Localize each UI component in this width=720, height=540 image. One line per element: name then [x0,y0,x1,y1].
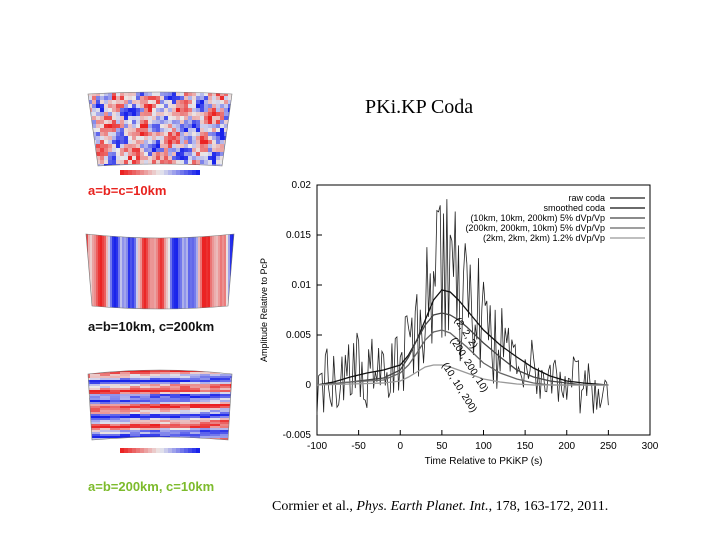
x-tick-label: -100 [307,441,327,452]
colorbar [120,448,200,453]
x-axis-label: Time Relative to PKiKP (s) [425,456,543,467]
model-panel-isotropic [80,88,240,184]
y-tick-label: 0.02 [292,180,312,191]
model-panel-vertical [80,228,240,318]
panel-label-vertical: a=b=10km, c=200km [88,319,215,334]
y-tick-label: 0 [305,380,311,391]
citation: Cormier et al., Phys. Earth Planet. Int.… [272,499,608,515]
legend-entry-label: (200km, 200km, 10km) 5% dVp/Vp [465,223,605,233]
legend-entry-label: smoothed coda [543,203,605,213]
x-tick-label: 50 [436,441,448,452]
citation-journal: Phys. Earth Planet. Int. [356,499,489,514]
x-tick-label: 0 [397,441,403,452]
series-line [316,289,609,386]
slide-title: PKi.KP Coda [365,96,474,118]
legend-entry-label: raw coda [568,193,605,203]
panel-label-horizontal: a=b=200km, c=10km [88,479,215,494]
series-line [316,329,609,386]
y-tick-label: -0.005 [283,430,312,441]
horizontal-band-heterogeneity [88,370,232,440]
model-panel-horizontal [80,368,240,470]
panel-label-isotropic: a=b=c=10km [88,183,167,198]
series-line [316,312,609,386]
y-axis-label: Amplitude Relative to PcP [259,258,269,362]
y-tick-label: 0.01 [292,280,312,291]
x-tick-label: 150 [517,441,534,452]
vertical-stripe-heterogeneity [86,234,234,309]
isotropic-heterogeneity [88,92,232,166]
colorbar [120,170,200,175]
x-tick-label: 100 [475,441,492,452]
y-tick-label: 0.015 [286,230,311,241]
x-tick-label: -50 [351,441,366,452]
legend-entry-label: (10km, 10km, 200km) 5% dVp/Vp [470,213,605,223]
x-tick-label: 250 [600,441,617,452]
citation-authors: Cormier et al., [272,499,357,514]
x-tick-label: 200 [558,441,575,452]
citation-rest: , 178, 163-172, 2011. [488,499,609,514]
x-tick-label: 300 [642,441,659,452]
y-tick-label: 0.005 [286,330,311,341]
legend-entry-label: (2km, 2km, 2km) 1.2% dVp/Vp [483,233,605,243]
series-line [316,364,609,386]
coda-chart: -100 -50 0 50 100 150 200 250 300 -0.005 0 0.005 0.0… [259,180,659,467]
